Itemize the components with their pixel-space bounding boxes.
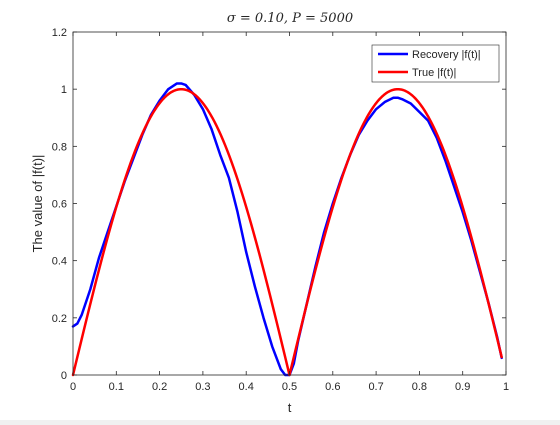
x-tick-label: 0.1 xyxy=(109,381,124,393)
x-tick-label: 0.5 xyxy=(282,381,297,393)
x-tick-label: 0.3 xyxy=(195,381,210,393)
y-tick-label: 0.4 xyxy=(52,256,67,268)
y-tick-label: 0.6 xyxy=(52,199,67,211)
y-tick-label: 0.8 xyxy=(52,141,67,153)
y-axis-label: The value of |f(t)| xyxy=(30,155,45,253)
legend-label-recovery: Recovery |f(t)| xyxy=(412,49,481,61)
chart-title: σ = 0.10, P = 5000 xyxy=(227,11,353,26)
legend-label-true: True |f(t)| xyxy=(412,67,456,79)
x-tick-label: 0.7 xyxy=(368,381,383,393)
x-tick-label: 0.6 xyxy=(325,381,340,393)
x-tick-label: 0.2 xyxy=(152,381,167,393)
legend-box xyxy=(371,44,500,83)
y-tick-label: 1.2 xyxy=(52,27,67,39)
series-line-true xyxy=(71,87,503,377)
x-axis-ticks: 0 0.1 0.2 0.3 0.4 0.5 0.6 0.7 0.8 0.9 1 xyxy=(70,32,509,393)
x-tick-label: 0.9 xyxy=(455,381,470,393)
plot-area xyxy=(73,32,506,375)
y-tick-label: 0 xyxy=(61,370,67,382)
y-axis-ticks: 0 0.2 0.4 0.6 0.8 1 1.2 xyxy=(52,27,506,382)
x-tick-label: 0 xyxy=(70,381,76,393)
legend: Recovery |f(t)| True |f(t)| xyxy=(371,44,500,83)
x-tick-label: 1 xyxy=(503,381,509,393)
x-tick-label: 0.8 xyxy=(412,381,427,393)
x-axis-label: t xyxy=(288,400,292,415)
y-tick-label: 0.2 xyxy=(52,313,67,325)
y-tick-label: 1 xyxy=(61,84,67,96)
x-tick-label: 0.4 xyxy=(239,381,254,393)
